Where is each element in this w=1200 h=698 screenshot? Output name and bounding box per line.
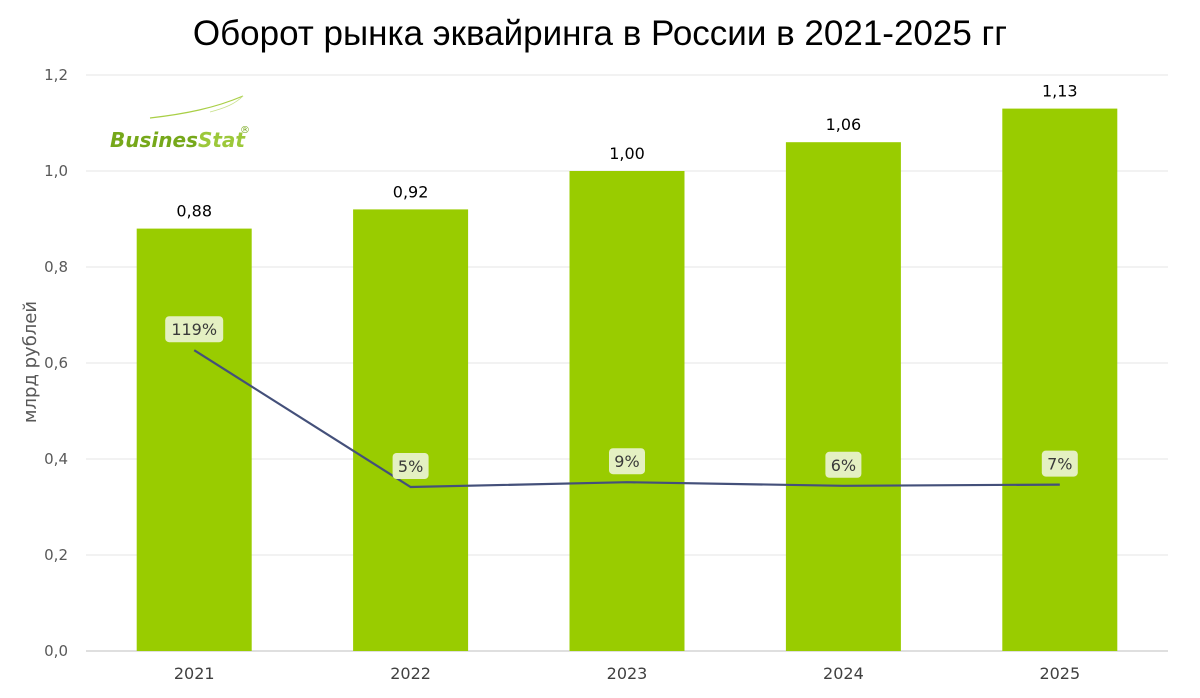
- y-tick-label: 1,0: [44, 162, 68, 180]
- bar: [569, 171, 685, 651]
- y-axis-label: млрд рублей: [20, 301, 41, 423]
- growth-label-box: [609, 448, 645, 475]
- y-axis-ticks: 0,0 0,2 0,4 0,6 0,8 1,0 1,2: [44, 66, 68, 660]
- bar-value-label: 0,88: [176, 202, 212, 221]
- bar-value-label: 0,92: [393, 182, 429, 201]
- growth-label-box: [825, 451, 862, 478]
- y-tick-label: 0,2: [44, 546, 68, 564]
- growth-label: 9%: [614, 452, 639, 471]
- bar: [353, 209, 469, 651]
- bar-value-label: 1,00: [609, 144, 645, 163]
- x-axis-ticks: 2021 2022 2023 2024 2025: [174, 664, 1080, 683]
- businesstat-logo: BusinesStat ®: [110, 95, 250, 152]
- x-tick-label: 2022: [390, 664, 431, 683]
- growth-series-line: [193, 349, 1060, 489]
- bar-value-label: 1,13: [1042, 82, 1078, 101]
- growth-label: 6%: [831, 456, 856, 475]
- growth-line: 119% 5% 9% 6% 7%: [165, 316, 1078, 489]
- data-labels: 0,88 0,92 1,00 1,06 1,13: [176, 82, 1077, 221]
- y-tick-label: 0,0: [44, 642, 68, 660]
- x-tick-label: 2025: [1039, 664, 1080, 683]
- growth-label: 7%: [1047, 455, 1072, 474]
- bar: [1002, 108, 1118, 652]
- growth-label: 5%: [398, 457, 423, 476]
- bar: [136, 228, 252, 651]
- growth-label-box: [392, 453, 429, 479]
- growth-label-box: [1041, 450, 1078, 477]
- bar: [785, 142, 901, 651]
- chart-title: Оборот рынка эквайринга в России в 2021-…: [192, 14, 1008, 53]
- growth-label-box: [165, 316, 224, 343]
- x-tick-label: 2023: [607, 664, 648, 683]
- y-tick-label: 1,2: [44, 66, 68, 84]
- svg-text:®: ®: [240, 125, 250, 136]
- growth-label: 119%: [171, 320, 217, 339]
- y-tick-label: 0,6: [44, 354, 68, 372]
- svg-text:BusinesStat: BusinesStat: [110, 128, 246, 152]
- x-tick-label: 2024: [823, 664, 864, 683]
- bars: [136, 108, 1118, 652]
- x-tick-label: 2021: [174, 664, 215, 683]
- bar-value-label: 1,06: [826, 115, 862, 134]
- y-tick-label: 0,8: [44, 258, 68, 276]
- y-tick-label: 0,4: [44, 450, 68, 468]
